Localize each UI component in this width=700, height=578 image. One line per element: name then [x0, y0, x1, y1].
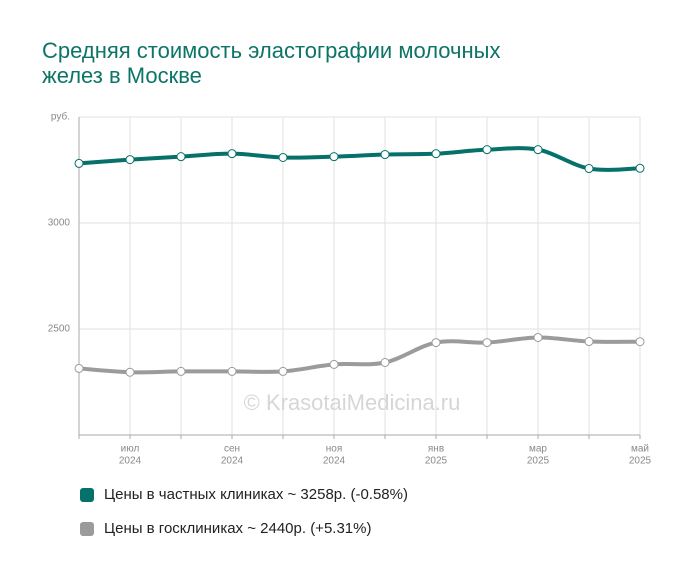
point	[227, 366, 237, 376]
x-tick-label: 2025	[425, 456, 448, 467]
series-line	[78, 146, 641, 172]
x-tick-label: 2025	[527, 456, 550, 467]
chart-title: Средняя стоимость эластографии молочных …	[42, 38, 501, 88]
point	[227, 149, 237, 159]
legend-label: Цены в госклиниках ~ 2440р. (+5.31%)	[104, 520, 371, 537]
point	[380, 357, 390, 367]
x-tick-label: 2024	[119, 456, 142, 467]
x-tick-label: 2025	[629, 456, 652, 467]
point	[278, 152, 288, 162]
point	[176, 366, 186, 376]
point	[176, 152, 186, 162]
point	[431, 338, 441, 348]
x-tick-label: мар	[529, 444, 547, 455]
legend-label: Цены в частных клиниках ~ 3258р. (-0.58%…	[104, 486, 408, 503]
series-line	[78, 335, 641, 375]
point	[635, 163, 645, 173]
x-tick-label: сен	[224, 444, 240, 455]
point	[482, 338, 492, 348]
y-tick-label: 2500	[48, 324, 71, 335]
point	[635, 337, 645, 347]
point	[482, 145, 492, 155]
x-tick-label: июл	[121, 444, 140, 455]
point	[584, 337, 594, 347]
point	[125, 367, 135, 377]
point	[533, 145, 543, 155]
point	[278, 366, 288, 376]
watermark: © KrasotaiMedicina.ru	[244, 390, 461, 415]
x-tick-label: янв	[428, 444, 444, 455]
x-tick-label: май	[631, 444, 649, 455]
point	[533, 332, 543, 342]
point	[431, 149, 441, 159]
point	[74, 158, 84, 168]
x-tick-label: 2024	[221, 456, 244, 467]
x-tick-label: ноя	[326, 444, 343, 455]
legend-swatch	[80, 522, 94, 536]
point	[584, 164, 594, 174]
point	[125, 155, 135, 165]
point	[380, 150, 390, 160]
point	[329, 359, 339, 369]
y-tick-label: руб.	[51, 111, 70, 123]
legend-swatch	[80, 488, 94, 502]
point	[74, 363, 84, 373]
point	[329, 152, 339, 162]
y-tick-label: 3000	[48, 218, 71, 229]
x-tick-label: 2024	[323, 456, 346, 467]
